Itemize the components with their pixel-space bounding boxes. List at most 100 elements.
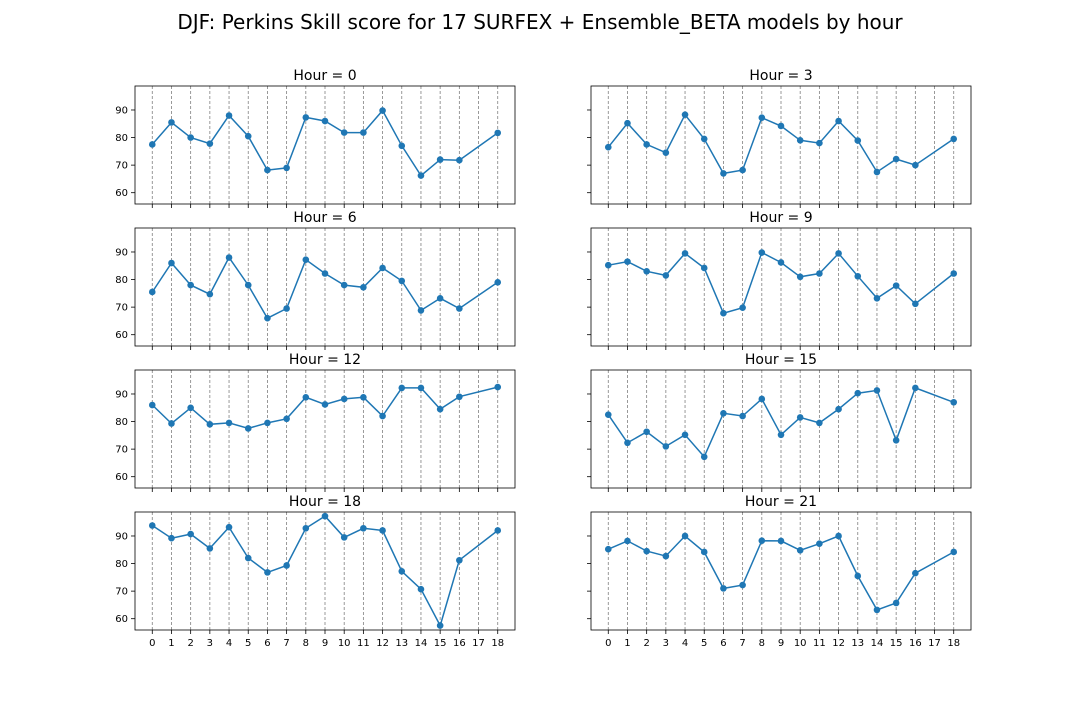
data-point: [873, 295, 881, 302]
data-point: [777, 259, 785, 266]
y-tick-label: 80: [115, 417, 128, 428]
data-point: [244, 281, 252, 289]
series-line: [151, 256, 499, 320]
y-tick-label: 90: [115, 531, 128, 542]
data-point: [950, 398, 958, 406]
data-point: [662, 443, 670, 450]
x-tick-label: 7: [739, 638, 745, 649]
data-point: [662, 149, 670, 157]
data-point: [379, 527, 386, 534]
data-point: [436, 156, 444, 163]
x-tick-label: 9: [778, 638, 784, 649]
data-point: [950, 548, 958, 556]
data-point: [206, 421, 214, 428]
x-tick-label: 4: [682, 638, 688, 649]
data-point: [816, 270, 823, 277]
x-tick-label: 18: [491, 638, 504, 649]
data-point: [681, 111, 689, 118]
data-point: [225, 523, 233, 531]
data-point: [360, 283, 367, 291]
data-point: [494, 279, 502, 286]
data-point: [700, 453, 708, 461]
data-point: [796, 414, 804, 421]
data-point: [854, 272, 862, 280]
data-point: [681, 431, 689, 439]
data-point: [302, 524, 310, 532]
data-point: [662, 272, 670, 279]
axes-frame: [134, 369, 516, 489]
subplot-title: Hour = 15: [745, 352, 817, 368]
y-tick-label: 60: [115, 472, 128, 483]
subplot-hour-panel: Hour = 6 60 70 80 90: [115, 210, 516, 350]
series-line: [151, 515, 499, 628]
data-point: [321, 270, 329, 277]
data-point: [604, 143, 612, 151]
data-point: [643, 141, 650, 148]
data-point: [700, 548, 708, 556]
series-line: [151, 386, 498, 430]
data-point: [796, 273, 804, 281]
x-tick-label: 6: [720, 638, 726, 649]
x-tick-label: 16: [453, 638, 466, 649]
data-point: [873, 387, 881, 394]
data-point: [624, 439, 631, 447]
x-tick-label: 6: [264, 638, 270, 649]
data-point: [892, 155, 900, 163]
axes-frame: [590, 511, 972, 631]
x-tick-label: 12: [376, 638, 389, 649]
x-tick-label: 11: [357, 638, 370, 649]
series-line: [607, 386, 954, 459]
data-point: [892, 437, 900, 444]
x-tick-label: 5: [701, 638, 707, 649]
data-point: [436, 622, 444, 629]
data-point: [148, 141, 156, 148]
data-point: [244, 132, 252, 140]
data-point: [494, 527, 502, 534]
data-point: [398, 142, 406, 150]
data-point: [302, 114, 310, 121]
x-tick-label: 5: [245, 638, 251, 649]
x-tick-label: 14: [415, 638, 428, 649]
data-point: [720, 409, 727, 417]
data-point: [758, 395, 766, 403]
y-tick-label: 90: [115, 389, 128, 400]
subplot-hour-panel: Hour = 3: [587, 68, 972, 208]
data-point: [168, 420, 175, 427]
x-tick-label: 14: [871, 638, 884, 649]
data-point: [168, 259, 175, 267]
data-point: [206, 290, 214, 298]
data-point: [816, 540, 823, 548]
data-point: [379, 412, 386, 420]
data-point: [456, 393, 463, 401]
subplot-hour-panel: Hour = 0 60 70 80 90: [115, 68, 516, 208]
data-point: [816, 419, 823, 427]
data-point: [758, 249, 766, 256]
data-point: [417, 307, 425, 314]
data-point: [417, 585, 425, 593]
data-point: [283, 415, 290, 423]
x-tick-label: 8: [303, 638, 309, 649]
data-point: [456, 156, 463, 164]
data-point: [264, 569, 271, 576]
subplot-title: Hour = 0: [293, 68, 356, 84]
data-point: [604, 545, 612, 553]
data-point: [456, 305, 463, 312]
subplot-hour-panel: Hour = 15: [587, 352, 972, 492]
data-point: [854, 389, 862, 397]
data-point: [417, 172, 425, 179]
y-tick-label: 70: [115, 587, 128, 598]
data-point: [796, 547, 804, 554]
data-point: [720, 170, 727, 177]
data-point: [835, 405, 842, 413]
data-point: [148, 401, 156, 409]
data-point: [643, 547, 650, 555]
x-tick-label: 17: [472, 638, 485, 649]
data-point: [835, 532, 842, 540]
data-point: [321, 512, 329, 520]
data-point: [398, 384, 406, 392]
x-tick-label: 11: [813, 638, 826, 649]
y-tick-label: 70: [115, 445, 128, 456]
data-point: [456, 556, 463, 564]
data-point: [264, 166, 271, 174]
